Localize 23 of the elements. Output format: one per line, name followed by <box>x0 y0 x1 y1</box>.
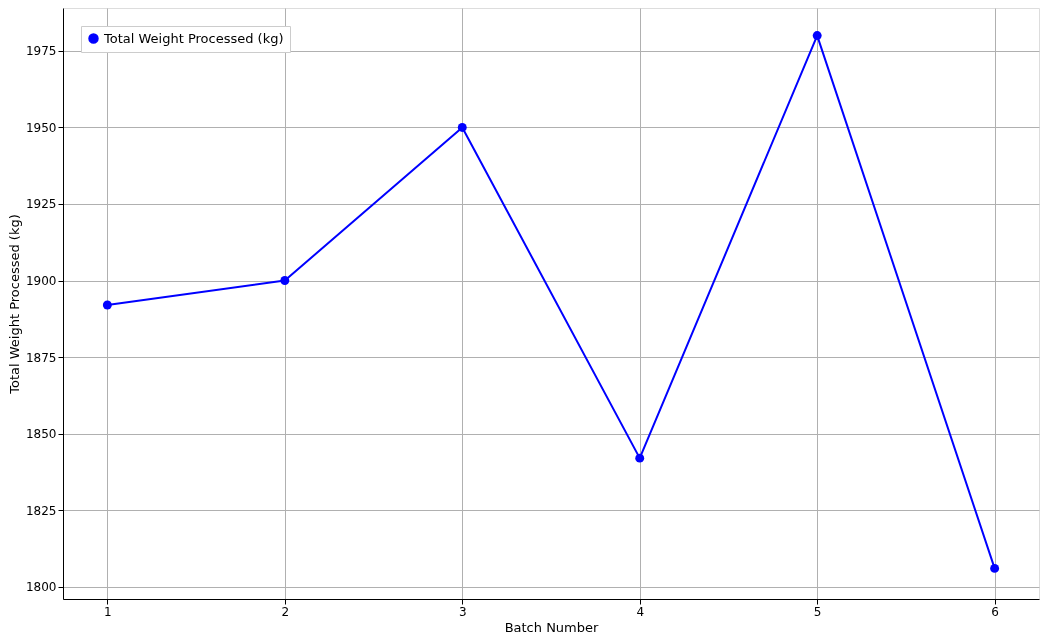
y-tick-label: 1850 <box>25 427 57 442</box>
y-tick-label: 1975 <box>25 44 57 59</box>
y-tick-label: 1800 <box>25 580 57 595</box>
x-tick-label: 3 <box>458 604 467 619</box>
x-tick-label: 6 <box>991 604 999 619</box>
x-axis-title: Batch Number <box>504 619 600 635</box>
y-tick-label: 1875 <box>25 350 57 365</box>
point <box>102 300 112 310</box>
point <box>812 31 822 41</box>
point <box>635 453 645 463</box>
y-tick-label: 1925 <box>25 197 57 212</box>
x-tick-label: 4 <box>636 604 645 619</box>
point <box>457 122 467 132</box>
y-axis-title: Total Weight Processed (kg) <box>6 214 22 395</box>
legend-label: Total Weight Processed (kg) <box>103 30 284 46</box>
x-tick-label: 1 <box>104 604 112 619</box>
y-tick-label: 1825 <box>25 503 57 518</box>
point <box>280 276 290 285</box>
y-tick-label: 1950 <box>25 120 57 135</box>
y-tick-label: 1900 <box>25 274 57 289</box>
x-tick-label: 5 <box>813 604 822 619</box>
x-tick-label: 2 <box>281 604 290 619</box>
point <box>990 563 1000 573</box>
